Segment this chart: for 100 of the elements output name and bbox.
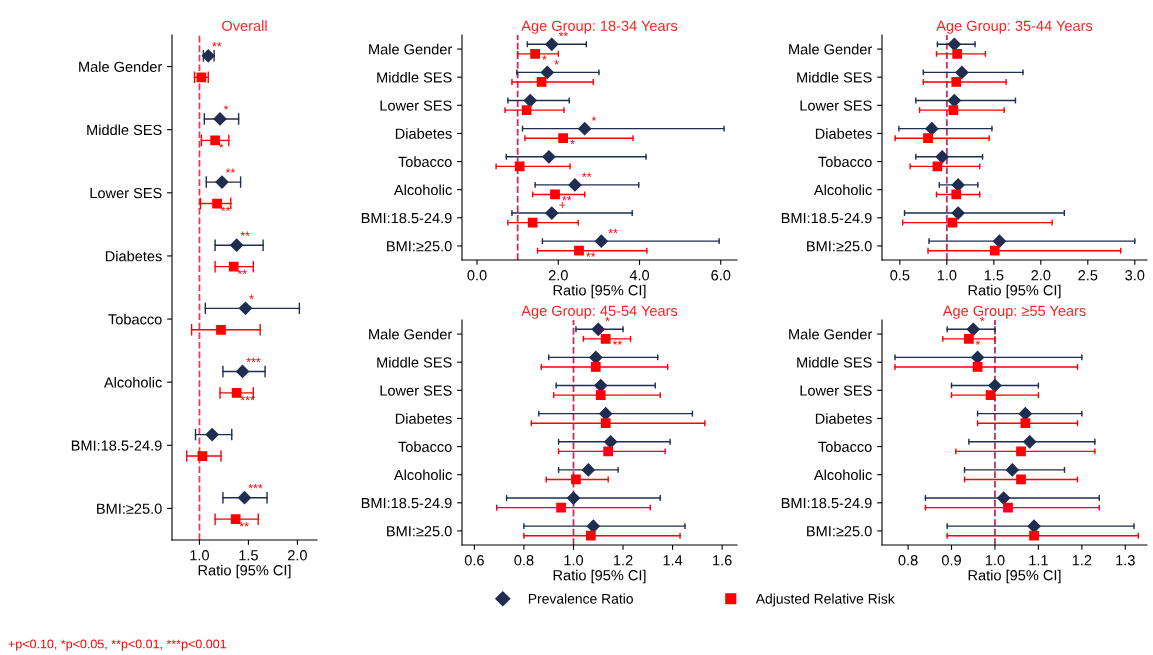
- y-tick-label: Male Gender: [79, 61, 163, 72]
- y-tick-label: BMI:≥25.0: [387, 241, 452, 252]
- data-label: *: [591, 116, 597, 121]
- data-label: *: [975, 340, 981, 345]
- y-tick-label: BMI:18.5-24.9: [781, 497, 872, 509]
- legend-label: Prevalence Ratio: [528, 593, 633, 604]
- data-label: **: [608, 228, 618, 234]
- y-tick-label: Alcoholic: [393, 469, 452, 481]
- x-tick-label: 0.9: [941, 555, 961, 566]
- data-label: *: [605, 316, 610, 322]
- y-tick-label: Tobacco: [398, 441, 452, 452]
- y-tick-label: Alcoholic: [813, 469, 872, 481]
- y-tick-label: Diabetes: [395, 413, 452, 424]
- x-tick-label: 1.0: [937, 270, 957, 281]
- data-label: **: [240, 231, 250, 236]
- y-tick-label: Male Gender: [789, 43, 873, 55]
- x-tick-label: 1.0: [564, 555, 584, 566]
- text: +p<0.10, *p<0.05, **p<0.01, ***p<0.001: [8, 639, 226, 651]
- data-label: *: [980, 316, 985, 322]
- data-label: ***: [240, 395, 255, 401]
- data-label: ***: [248, 483, 263, 489]
- y-tick-label: Diabetes: [105, 250, 162, 262]
- data-label: **: [586, 252, 596, 257]
- y-tick-label: Male Gender: [789, 328, 873, 340]
- data-label: ***: [246, 357, 261, 363]
- y-tick-label: Male Gender: [369, 328, 453, 340]
- y-tick-label: Lower SES: [380, 100, 452, 111]
- x-tick-label: 2.5: [1078, 270, 1098, 281]
- data-label: **: [237, 269, 247, 275]
- data-label: +: [559, 202, 566, 209]
- y-tick-label: BMI:18.5-24.9: [361, 497, 452, 509]
- y-tick-label: Lower SES: [90, 187, 162, 199]
- y-tick-label: Diabetes: [815, 413, 872, 424]
- x-tick-label: 4.0: [629, 270, 650, 281]
- y-tick-label: Alcoholic: [393, 184, 452, 196]
- y-tick-label: BMI:≥25.0: [807, 526, 872, 537]
- x-tick-label: 1.1: [1029, 555, 1048, 566]
- x-tick-label: 1.2: [1072, 555, 1092, 566]
- y-tick-label: Male Gender: [369, 43, 453, 55]
- data-label: *: [542, 55, 547, 60]
- x-tick-label: 2.0: [548, 270, 568, 281]
- y-tick-label: Diabetes: [815, 128, 872, 139]
- x-tick-label: 6.0: [711, 270, 731, 281]
- chart-title: Age Group: 35-44 Years: [936, 20, 1093, 34]
- y-tick-label: Middle SES: [797, 71, 872, 83]
- y-tick-label: BMI:18.5-24.9: [71, 440, 162, 451]
- y-tick-label: Lower SES: [800, 385, 872, 396]
- data-label: **: [239, 522, 249, 527]
- y-tick-label: Middle SES: [87, 124, 162, 136]
- x-tick-label: 0.6: [464, 555, 484, 566]
- y-tick-label: BMI:≥25.0: [807, 241, 872, 252]
- x-axis-title: Ratio [95% CI]: [553, 284, 646, 299]
- x-tick-label: 1.4: [663, 555, 683, 566]
- x-tick-label: 0.5: [890, 270, 910, 281]
- x-tick-label: 1.6: [713, 555, 732, 566]
- y-tick-label: Lower SES: [800, 100, 872, 111]
- y-tick-label: Tobacco: [818, 441, 872, 452]
- y-tick-label: BMI:≥25.0: [387, 526, 452, 537]
- y-tick-label: BMI:18.5-24.9: [361, 212, 452, 224]
- y-tick-label: Middle SES: [377, 71, 452, 83]
- data-label: *: [249, 294, 254, 299]
- x-axis-title: Ratio [95% CI]: [968, 284, 1061, 299]
- data-label: **: [225, 168, 236, 173]
- x-tick-label: 1.0: [190, 550, 209, 561]
- x-tick-label: 0.8: [898, 555, 918, 566]
- x-tick-label: 1.3: [1116, 555, 1135, 566]
- data-label: *: [570, 139, 575, 145]
- data-label: *: [218, 143, 224, 148]
- y-tick-label: Diabetes: [395, 128, 452, 139]
- data-label: **: [220, 206, 231, 211]
- x-tick-label: 1.5: [984, 270, 1004, 281]
- x-tick-label: 3.0: [1125, 270, 1145, 281]
- y-tick-label: Middle SES: [797, 356, 872, 368]
- x-tick-label: 2.0: [1031, 270, 1051, 281]
- data-label: *: [554, 60, 559, 65]
- chart-title: Overall: [222, 20, 267, 31]
- data-label: *: [223, 105, 229, 110]
- x-tick-label: 2.0: [288, 550, 307, 561]
- x-axis-title: Ratio [95% CI]: [968, 569, 1061, 584]
- y-tick-label: BMI:18.5-24.9: [781, 212, 872, 224]
- x-tick-label: 0.8: [514, 555, 534, 566]
- data-label: **: [212, 42, 222, 47]
- x-tick-label: 1.0: [985, 555, 1005, 566]
- y-tick-label: Alcoholic: [813, 184, 872, 196]
- data-label: **: [562, 196, 572, 201]
- y-tick-label: Tobacco: [818, 156, 872, 167]
- x-axis-title: Ratio [95% CI]: [553, 569, 646, 584]
- y-tick-label: BMI:≥25.0: [97, 503, 162, 514]
- data-label: **: [558, 31, 569, 37]
- x-tick-label: 1.5: [239, 550, 258, 561]
- x-tick-label: 1.2: [614, 555, 633, 566]
- y-tick-label: Tobacco: [108, 313, 162, 325]
- legend-label: Adjusted Relative Risk: [755, 593, 895, 607]
- data-label: **: [582, 172, 592, 177]
- y-tick-label: Lower SES: [380, 385, 452, 396]
- data-label: **: [612, 340, 623, 345]
- y-tick-label: Middle SES: [377, 356, 452, 368]
- x-tick-label: 0.0: [467, 270, 487, 281]
- y-tick-label: Tobacco: [398, 156, 452, 167]
- x-axis-title: Ratio [95% CI]: [198, 564, 291, 579]
